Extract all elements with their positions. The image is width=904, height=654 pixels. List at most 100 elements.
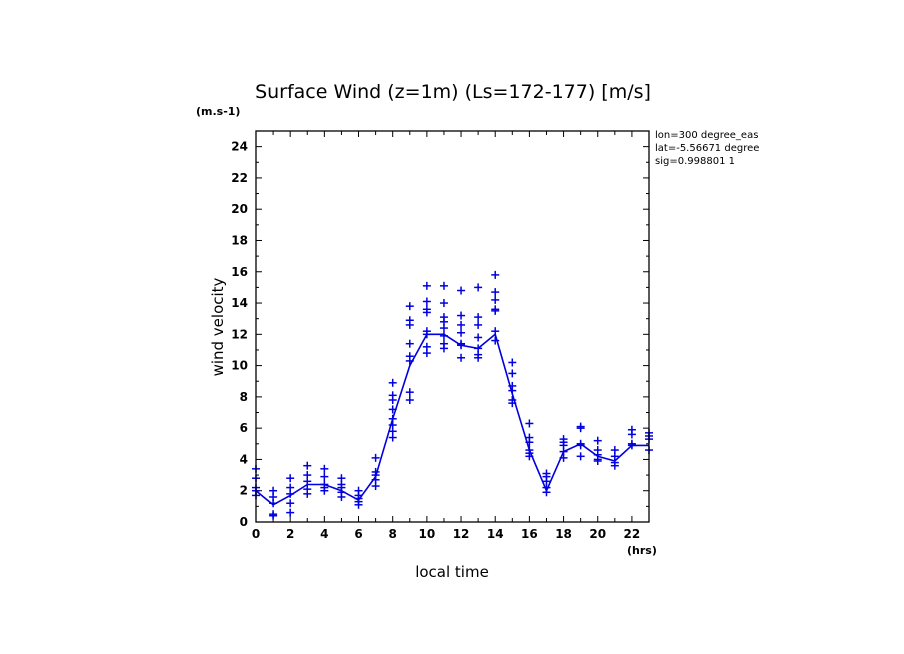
x-tick-label: 22: [624, 527, 641, 541]
sample-point: [491, 295, 500, 304]
sample-point: [474, 333, 483, 342]
x-axis-label: local time: [415, 563, 489, 581]
y-tick-label: 10: [231, 359, 248, 373]
x-tick-label: 16: [521, 527, 538, 541]
sample-point: [388, 378, 397, 387]
sample-point: [439, 331, 448, 340]
sample-point: [303, 461, 312, 470]
sample-point: [457, 311, 466, 320]
sample-point: [491, 270, 500, 279]
sample-point: [303, 477, 312, 486]
y-tick-label: 24: [231, 140, 248, 154]
sample-point: [269, 511, 278, 520]
location-info: lon=300 degree_eas lat=-5.56671 degree sig…: [655, 130, 759, 167]
y-tick-label: 16: [231, 265, 248, 279]
sample-point: [286, 489, 295, 498]
x-tick-label: 10: [419, 527, 436, 541]
info-line: sig=0.998801 1: [655, 156, 735, 167]
sample-point: [320, 464, 329, 473]
sample-point: [337, 492, 346, 501]
plot-frame: [255, 130, 650, 523]
sample-point: [508, 358, 517, 367]
x-tick-label: 18: [555, 527, 572, 541]
sample-point: [474, 283, 483, 292]
sample-point: [491, 336, 500, 345]
sample-point: [439, 344, 448, 353]
sample-point: [422, 308, 431, 317]
y-tick-label: 6: [240, 421, 248, 435]
sample-point: [422, 349, 431, 358]
sample-point: [439, 281, 448, 290]
sample-point: [439, 299, 448, 308]
y-tick-label: 20: [231, 202, 248, 216]
x-tick-label: 0: [252, 527, 260, 541]
info-line: lon=300 degree_eas: [655, 130, 758, 141]
x-unit-label: (hrs): [627, 544, 657, 557]
sample-point: [525, 419, 534, 428]
sample-point: [457, 328, 466, 337]
sample-point: [474, 313, 483, 322]
x-tick-label: 12: [453, 527, 470, 541]
sample-point: [525, 438, 534, 447]
sample-point: [474, 353, 483, 362]
y-axis-label: wind velocity: [209, 277, 227, 376]
sample-point: [303, 489, 312, 498]
x-tick-label: 6: [354, 527, 362, 541]
y-tick-label: 0: [240, 515, 248, 529]
sample-point: [405, 396, 414, 405]
sample-point: [457, 341, 466, 350]
sample-point: [508, 386, 517, 395]
y-tick-label: 18: [231, 233, 248, 247]
sample-point: [576, 452, 585, 461]
sample-point: [405, 388, 414, 397]
y-tick-label: 8: [240, 390, 248, 404]
sample-point: [405, 320, 414, 329]
sample-point: [559, 453, 568, 462]
sample-point: [422, 330, 431, 339]
sample-point: [542, 488, 551, 497]
sample-point: [269, 499, 278, 508]
x-tick-label: 4: [320, 527, 328, 541]
sample-point: [593, 457, 602, 466]
sample-point: [508, 399, 517, 408]
y-tick-label: 12: [231, 327, 248, 341]
sample-point: [525, 452, 534, 461]
sample-point: [422, 281, 431, 290]
sample-point: [457, 320, 466, 329]
sample-point: [508, 369, 517, 378]
y-tick-label: 4: [240, 452, 248, 466]
x-tick-label: 14: [487, 527, 504, 541]
y-tick-label: 14: [231, 296, 248, 310]
sample-point: [491, 288, 500, 297]
sample-point: [371, 482, 380, 491]
y-unit-label: (m.s-1): [196, 105, 240, 118]
sample-point: [576, 441, 585, 450]
sample-point: [405, 339, 414, 348]
sample-point: [405, 302, 414, 311]
info-line: lat=-5.56671 degree: [655, 143, 759, 154]
sample-point: [576, 424, 585, 433]
sample-point: [593, 436, 602, 445]
sample-point: [422, 297, 431, 306]
sample-point: [491, 327, 500, 336]
sample-point: [286, 474, 295, 483]
sample-point: [457, 353, 466, 362]
sample-point: [405, 356, 414, 365]
sample-point: [354, 500, 363, 509]
sample-point: [474, 320, 483, 329]
sample-point: [627, 430, 636, 439]
sample-point: [320, 486, 329, 495]
sample-point: [286, 508, 295, 517]
sample-point: [388, 405, 397, 414]
y-tick-label: 2: [240, 484, 248, 498]
x-tick-label: 20: [589, 527, 606, 541]
sample-point: [457, 286, 466, 295]
sample-point: [388, 433, 397, 442]
mean-wind-line: [255, 332, 649, 506]
chart-title: Surface Wind (z=1m) (Ls=172-177) [m/s]: [255, 81, 651, 103]
x-tick-label: 2: [286, 527, 294, 541]
y-tick-label: 22: [231, 171, 248, 185]
x-tick-label: 8: [389, 527, 397, 541]
